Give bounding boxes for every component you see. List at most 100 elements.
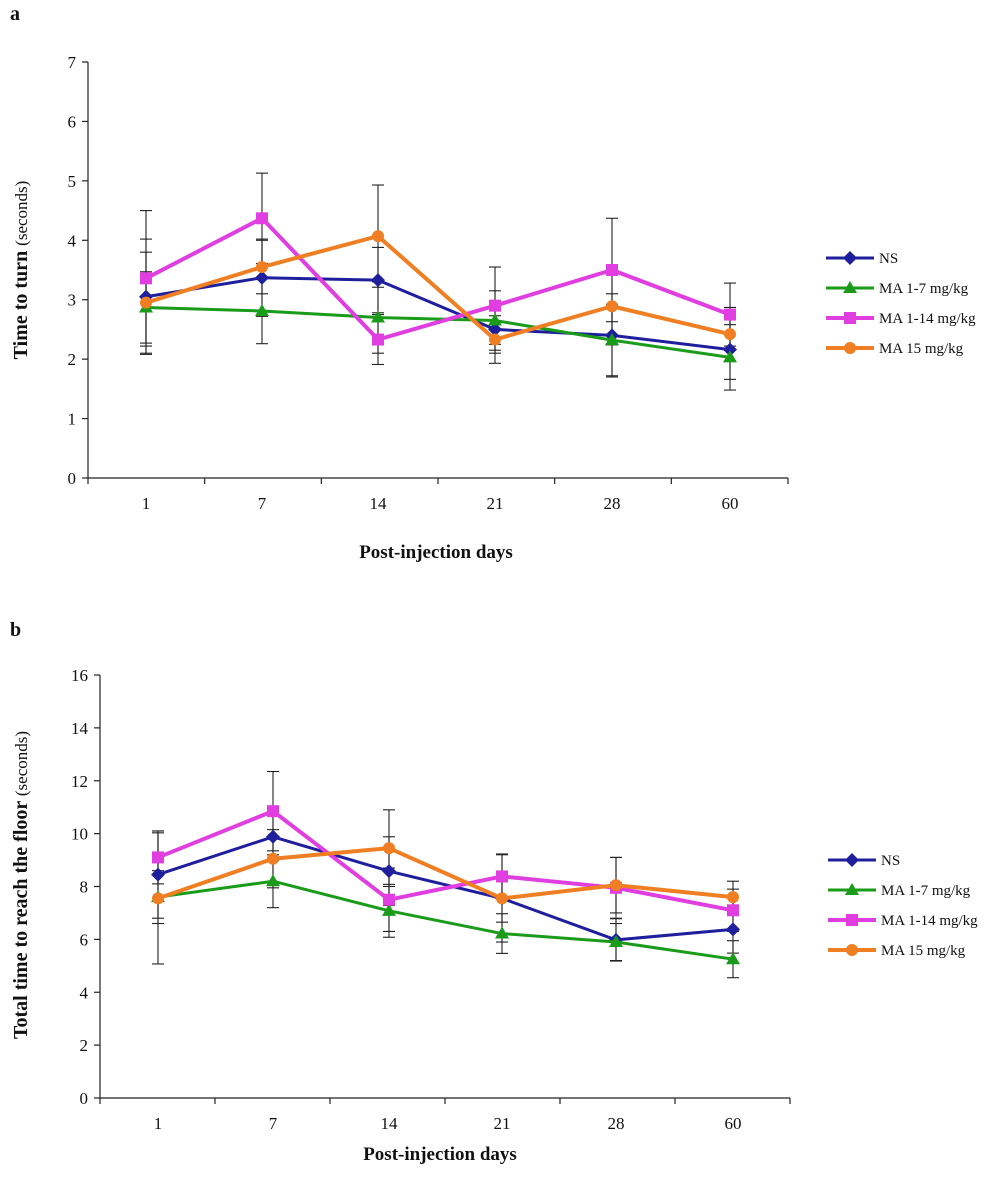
chart-panel-b: b 0 2 4 6 8 10 12 14 16 1 7 14 21 28 60 Post-injectio… — [10, 619, 978, 1165]
x-tick-label: 14 — [370, 494, 388, 513]
y-axis-label-b: Total time to reach the floor (seconds) — [10, 731, 32, 1039]
data-point — [140, 296, 152, 309]
data-point — [372, 230, 384, 243]
series-line — [157, 846, 734, 901]
x-tick-label: 7 — [258, 494, 267, 513]
axes-a — [87, 62, 788, 479]
y-tick-label: 8 — [80, 878, 89, 897]
data-point — [383, 893, 395, 906]
data-point — [383, 842, 395, 855]
x-tick-label: 28 — [608, 1114, 625, 1133]
x-tick-label: 1 — [142, 494, 151, 513]
legend-marker — [843, 251, 857, 265]
x-tick-label: 21 — [494, 1114, 511, 1133]
series-line — [157, 835, 734, 942]
error-bars-b-2 — [152, 770, 739, 932]
data-point — [605, 333, 619, 346]
data-point — [489, 333, 501, 346]
data-point — [606, 300, 618, 313]
series-layer-a — [139, 172, 737, 391]
series-line — [157, 809, 734, 913]
x-ticks-b: 1 7 14 21 28 60 — [99, 1098, 791, 1133]
y-tick-label: 4 — [80, 983, 89, 1002]
data-point — [723, 350, 737, 363]
y-axis-title-b: Total time to reach the floor — [10, 801, 32, 1039]
series-b-3 — [152, 842, 739, 905]
data-point — [152, 851, 164, 864]
y-tick-label: 2 — [80, 1036, 89, 1055]
legend-item: MA 15 mg/kg — [826, 341, 964, 357]
data-point — [266, 829, 280, 844]
y-tick-label: 4 — [68, 231, 77, 250]
legend-label: MA 1-7 mg/kg — [879, 281, 969, 297]
data-point — [256, 212, 268, 225]
series-line — [145, 276, 731, 352]
data-point — [606, 264, 618, 276]
y-axis-title-a: Time to turn — [10, 251, 32, 360]
data-point — [726, 952, 740, 965]
series-a-1 — [139, 300, 737, 363]
legend-marker — [846, 944, 858, 956]
data-point — [255, 304, 269, 317]
data-point — [382, 864, 396, 879]
data-point — [372, 333, 384, 346]
data-point — [723, 342, 737, 357]
series-line — [145, 305, 731, 359]
data-point — [266, 874, 280, 887]
data-point — [496, 892, 508, 905]
y-tick-label: 14 — [71, 719, 89, 738]
x-tick-label: 28 — [604, 494, 621, 513]
legend-item: MA 1-14 mg/kg — [826, 311, 976, 327]
series-line — [145, 216, 731, 342]
legend-label: MA 15 mg/kg — [881, 943, 966, 959]
legend-label: NS — [881, 853, 900, 869]
y-axis-unit-a: (seconds) — [12, 181, 31, 246]
y-tick-label: 6 — [80, 930, 89, 949]
x-axis-label-a: Post-injection days — [359, 542, 513, 563]
data-point — [371, 310, 385, 323]
legend-marker — [844, 312, 856, 324]
legend-item: MA 1-7 mg/kg — [828, 883, 971, 899]
legend-label: NS — [879, 251, 898, 267]
data-point — [724, 328, 736, 341]
legend-marker — [843, 281, 857, 293]
data-point — [609, 935, 623, 948]
legend-marker — [845, 883, 859, 895]
y-ticks-a: 0 1 2 3 4 5 6 7 — [68, 53, 88, 488]
panel-label-b: b — [10, 619, 21, 641]
data-point — [610, 879, 622, 892]
legend-item: MA 1-7 mg/kg — [826, 281, 969, 297]
x-tick-label: 7 — [269, 1114, 278, 1133]
data-point — [140, 272, 152, 285]
series-layer-b — [151, 770, 740, 979]
series-b-1 — [151, 874, 740, 965]
series-line — [157, 879, 734, 961]
series-a-0 — [139, 270, 737, 357]
legend-label: MA 1-14 mg/kg — [879, 311, 976, 327]
y-tick-label: 12 — [71, 772, 88, 791]
legend-b: NS MA 1-7 mg/kg MA 1-14 mg/kg MA 15 mg/kg — [828, 853, 978, 959]
legend-marker — [845, 853, 859, 867]
x-tick-label: 14 — [381, 1114, 399, 1133]
y-tick-label: 0 — [80, 1089, 89, 1108]
y-tick-label: 2 — [68, 350, 77, 369]
y-axis-label-a: Time to turn (seconds) — [10, 181, 32, 360]
data-point — [267, 805, 279, 818]
data-point — [488, 322, 502, 337]
x-tick-label: 21 — [487, 494, 504, 513]
legend-item: MA 15 mg/kg — [828, 943, 966, 959]
legend-marker — [844, 342, 856, 354]
error-bars-a-3 — [140, 184, 736, 364]
chart-panel-a: a 0 1 2 3 4 5 6 7 1 7 14 21 28 60 Post-injection day… — [10, 3, 976, 563]
y-tick-label: 16 — [71, 666, 88, 685]
data-point — [255, 270, 269, 285]
legend-label: MA 15 mg/kg — [879, 341, 964, 357]
legend-label: MA 1-7 mg/kg — [881, 883, 971, 899]
legend-a: NS MA 1-7 mg/kg MA 1-14 mg/kg MA 15 mg/kg — [826, 251, 976, 357]
y-tick-label: 1 — [68, 410, 77, 429]
legend-marker — [846, 914, 858, 926]
x-ticks-a: 1 7 14 21 28 60 — [87, 478, 789, 513]
error-bars-a-2 — [140, 172, 736, 366]
